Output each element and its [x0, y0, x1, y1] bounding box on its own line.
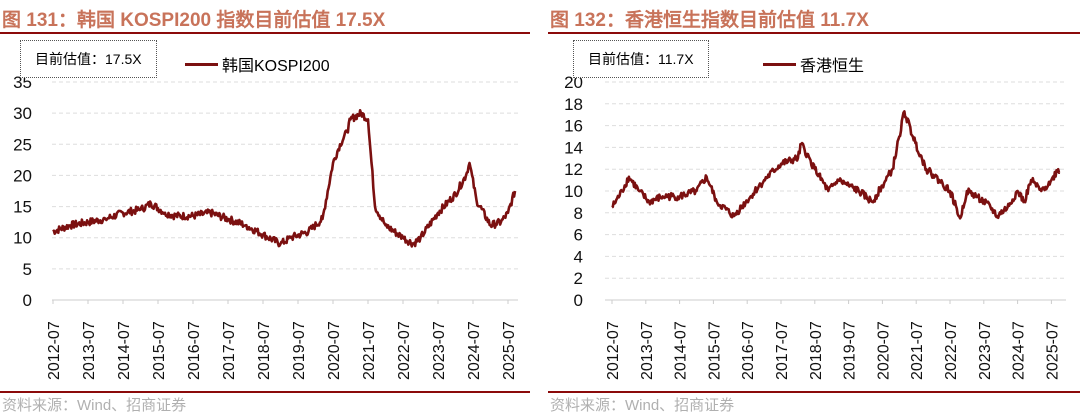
- footer-rule: [548, 391, 1080, 393]
- chart-title: 图 132：香港恒生指数目前估值 11.7X: [550, 10, 869, 31]
- x-tick-label: 2021-07: [361, 321, 378, 380]
- x-tick-label: 2014-07: [116, 321, 133, 380]
- x-tick-label: 2020-07: [875, 321, 892, 380]
- y-tick-label: 0: [23, 291, 32, 310]
- y-tick-label: 30: [13, 104, 32, 123]
- y-tick-label: 10: [13, 229, 32, 248]
- legend: 韩国KOSPI200: [185, 52, 330, 76]
- x-tick-label: 2013-07: [639, 321, 656, 380]
- x-tick-label: 2016-07: [740, 321, 757, 380]
- x-tick-label: 2013-07: [81, 321, 98, 380]
- series-line: [52, 109, 517, 248]
- source-note: 资料来源：Wind、招商证券: [550, 397, 735, 414]
- x-tick-label: 2023-07: [431, 321, 448, 380]
- y-tick-label: 6: [574, 226, 583, 245]
- current-valuation-box: 目前估值：17.5X: [20, 40, 157, 78]
- footer-rule: [0, 391, 530, 393]
- x-tick-label: 2024-07: [466, 321, 483, 380]
- x-tick-label: 2019-07: [842, 321, 859, 380]
- current-valuation-box: 目前估值：11.7X: [573, 40, 709, 78]
- y-tick-label: 10: [564, 182, 583, 201]
- y-tick-label: 14: [564, 138, 583, 157]
- y-tick-label: 8: [574, 204, 583, 223]
- chart-title: 图 131：韩国 KOSPI200 指数目前估值 17.5X: [2, 10, 386, 31]
- legend-label: 韩国KOSPI200: [222, 58, 330, 75]
- y-tick-label: 12: [564, 160, 583, 179]
- y-tick-label: 16: [564, 117, 583, 136]
- legend-line-icon: [185, 62, 218, 66]
- y-tick-label: 15: [13, 198, 32, 217]
- x-tick-label: 2019-07: [291, 321, 308, 380]
- title-rule: [548, 32, 1080, 34]
- kospi-chart-panel: 图 131：韩国 KOSPI200 指数目前估值 17.5X 0 5 10 15 20 2…: [0, 0, 530, 420]
- y-tick-label: 0: [574, 291, 583, 310]
- hsi-chart-panel: 图 132：香港恒生指数目前估值 11.7X 0 2 4 6 8 10 12 14 16 18 20…: [548, 0, 1080, 420]
- y-tick-label: 25: [13, 135, 32, 154]
- x-tick-label: 2012-07: [605, 321, 622, 380]
- legend-label: 香港恒生: [800, 58, 865, 75]
- x-tick-label: 2021-07: [909, 321, 926, 380]
- x-tick-label: 2014-07: [673, 321, 690, 380]
- x-tick-label: 2025-07: [1044, 321, 1061, 380]
- x-tick-label: 2023-07: [977, 321, 994, 380]
- x-tick-label: 2020-07: [326, 321, 343, 380]
- x-tick-label: 2016-07: [186, 321, 203, 380]
- title-rule: [0, 32, 530, 34]
- x-tick-label: 2022-07: [396, 321, 413, 380]
- y-tick-label: 4: [574, 247, 583, 266]
- x-tick-label: 2025-07: [501, 321, 518, 380]
- x-tick-label: 2018-07: [256, 321, 273, 380]
- x-tick-label: 2015-07: [151, 321, 168, 380]
- x-tick-label: 2012-07: [46, 321, 63, 380]
- series-line: [611, 110, 1061, 220]
- x-tick-label: 2017-07: [774, 321, 791, 380]
- y-tick-label: 2: [574, 269, 583, 288]
- legend-line-icon: [763, 62, 796, 66]
- x-tick-label: 2017-07: [221, 321, 238, 380]
- y-tick-label: 20: [13, 166, 32, 185]
- x-tick-label: 2015-07: [706, 321, 723, 380]
- y-tick-label: 18: [564, 95, 583, 114]
- legend: 香港恒生: [763, 52, 864, 76]
- x-tick-label: 2024-07: [1011, 321, 1028, 380]
- x-tick-label: 2018-07: [808, 321, 825, 380]
- y-tick-label: 5: [23, 260, 32, 279]
- x-tick-label: 2022-07: [943, 321, 960, 380]
- source-note: 资料来源：Wind、招商证券: [2, 397, 187, 414]
